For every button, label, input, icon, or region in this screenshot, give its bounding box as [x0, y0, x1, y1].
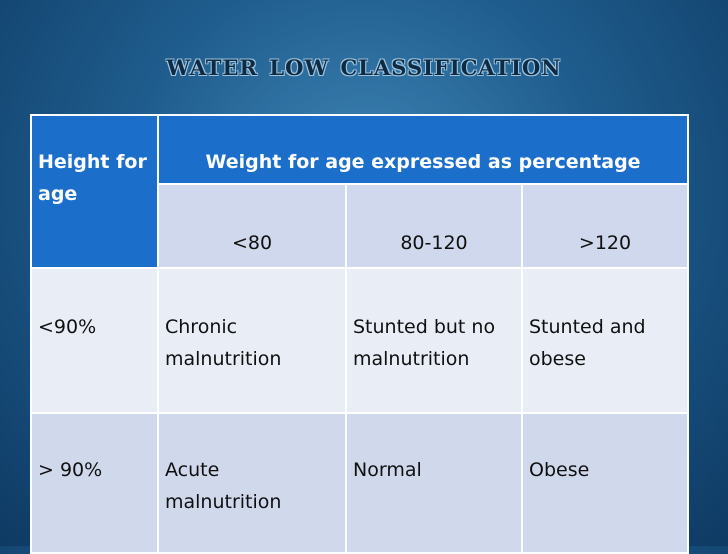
table-cell: Normal — [345, 412, 523, 554]
classification-table: Height for age Weight for age expressed … — [30, 114, 690, 554]
column-header: <80 — [157, 183, 347, 269]
table-row: <90% Chronic malnutrition Stunted but no… — [30, 267, 690, 414]
table-cell: Acute malnutrition — [157, 412, 347, 554]
table-cell: Chronic malnutrition — [157, 267, 347, 414]
row-label: <90% — [30, 267, 159, 414]
slide-title: Water low classification — [166, 48, 562, 83]
group-header: Weight for age expressed as percentage — [156, 114, 690, 185]
table-cell: Stunted but no malnutrition — [345, 267, 523, 414]
table-cell: Obese — [520, 412, 690, 554]
table-row: > 90% Acute malnutrition Normal Obese — [30, 412, 690, 554]
row-label: > 90% — [30, 412, 159, 554]
column-header: >120 — [520, 183, 690, 269]
column-header: 80-120 — [345, 183, 523, 269]
row-header-label: Height for age — [30, 114, 159, 269]
table-cell: Stunted and obese — [520, 267, 690, 414]
